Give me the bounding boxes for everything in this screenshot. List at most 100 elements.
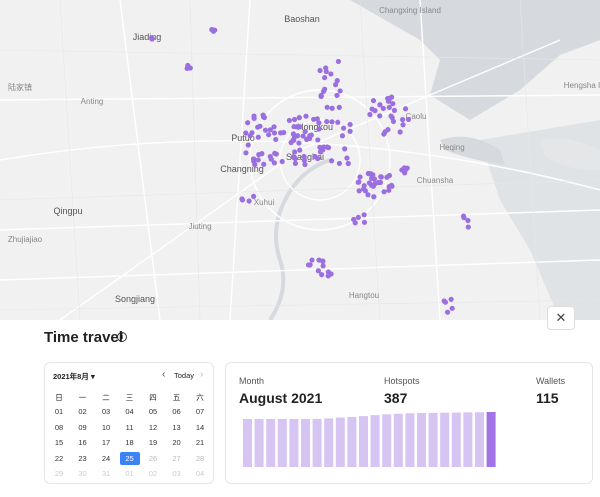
hotspot-dot [325,273,331,279]
calendar-cell[interactable]: 12 [148,422,158,432]
hotspot-dot [301,157,307,163]
hotspot-dot [271,160,277,166]
calendar-cell[interactable]: 02 [78,407,87,416]
calendar-cell[interactable]: 28 [195,453,205,463]
calendar-cell[interactable]: 26 [148,453,158,463]
hotspot-dot [461,215,467,221]
calendar-cell[interactable]: 18 [125,438,134,447]
hotspot-dot [255,157,261,163]
calendar-cell[interactable]: 三 [125,393,134,402]
calendar-cell[interactable]: 04 [125,407,134,416]
bar [254,418,264,467]
hotspot-dot [272,150,278,156]
calendar-cell[interactable]: 25 [119,451,140,465]
calendar-cell[interactable]: 02 [148,469,158,478]
calendar-cell[interactable]: 一 [78,393,87,402]
bar [359,416,368,467]
calendar-cell[interactable]: 14 [195,422,205,432]
calendar-cell[interactable]: 二 [102,393,110,402]
hotspot-dot [386,104,392,110]
bar [301,418,310,467]
hotspot-dot [286,117,292,124]
hotspot-dot [390,118,397,125]
calendar-cell[interactable]: 08 [54,422,64,432]
calendar-cell[interactable]: 15 [54,438,64,447]
calendar-cell[interactable]: 20 [172,438,181,447]
info-icon[interactable]: i [117,332,127,342]
hotspot-dot [329,105,335,111]
calendar-cell[interactable]: 13 [172,422,181,432]
today-button[interactable]: Today [174,371,195,380]
hotspot-dot [296,115,302,121]
calendar-cell[interactable]: 16 [78,438,87,447]
bar [243,418,252,467]
calendar-cell[interactable]: 27 [172,453,181,463]
hotspot-dot [302,161,308,168]
calendar-cell[interactable]: 03 [172,469,181,478]
hotspot-dot [337,88,343,94]
calendar-cell[interactable]: 03 [101,407,111,416]
calendar-cell[interactable]: 19 [148,438,158,447]
calendar-cell[interactable]: 24 [101,453,111,463]
hotspot-dot [320,263,326,269]
calendar-cell[interactable]: 30 [78,469,87,478]
hotspot-dot [375,179,382,186]
hotspot-dot [249,130,255,136]
hotspot-dot [325,269,331,275]
prev-button[interactable]: ‹ [162,369,166,380]
hotspot-dot [303,113,309,119]
calendar-cell[interactable]: 22 [54,453,64,463]
calendar-cell[interactable]: 10 [101,422,111,432]
calendar-cell[interactable]: 29 [54,469,64,478]
calendar-cell[interactable]: 06 [172,407,181,416]
hotspot-dot [273,136,279,143]
calendar-cell[interactable]: 04 [195,469,205,478]
calendar-cell[interactable]: 日 [55,393,63,402]
calendar-cell[interactable]: 11 [125,422,134,432]
bar [417,412,426,467]
hotspot-dot [271,124,277,130]
hotspot-dot [391,107,398,113]
panel-title: Time travel [44,329,123,346]
hotspot-dot [246,198,252,204]
calendar-cell[interactable]: 01 [125,469,134,478]
hotspot-dot [370,98,377,104]
hotspot-dot [365,192,371,198]
hotspot-dot [297,147,303,153]
calendar-cell[interactable]: 四 [149,393,157,402]
hotspot-dot [328,71,334,77]
calendar-cell[interactable]: 31 [101,469,111,478]
map-label: 陆家镇 [8,82,32,92]
month-picker[interactable]: 2021年8月 ▾ [53,372,95,381]
hotspot-dot [371,194,377,200]
calendar-cell[interactable]: 五 [172,393,181,402]
next-button[interactable]: › [200,369,204,380]
hotspot-dot [315,137,321,143]
calendar-cell[interactable]: 六 [196,393,204,402]
close-button[interactable]: ✕ [547,306,575,330]
map-label: Hongkou [297,122,333,132]
hotspot-dot [322,75,328,81]
map-label: Jiuting [188,222,211,231]
hotspot-dot [243,130,249,136]
stat-label: Hotspots [384,376,420,386]
hotspot-dot [262,127,269,133]
stat-value: 387 [384,390,408,406]
hotspot-dot [311,116,317,122]
calendar-cell[interactable]: 23 [78,453,87,463]
hotspot-dot [344,155,350,161]
hotspot-dot [317,67,323,74]
bar [382,414,392,467]
map-label: Chuansha [417,176,454,185]
hotspot-dot [320,258,326,264]
calendar-cell[interactable]: 09 [78,422,87,432]
bar [289,418,299,467]
hotspot-dot [243,150,249,156]
hotspot-dot [380,105,386,112]
calendar-cell[interactable]: 05 [148,407,158,416]
calendar-cell[interactable]: 17 [101,438,111,447]
hotspot-dot [385,126,391,133]
calendar-cell[interactable]: 21 [195,438,205,447]
calendar-cell[interactable]: 01 [54,407,64,416]
calendar-cell[interactable]: 07 [195,407,205,416]
